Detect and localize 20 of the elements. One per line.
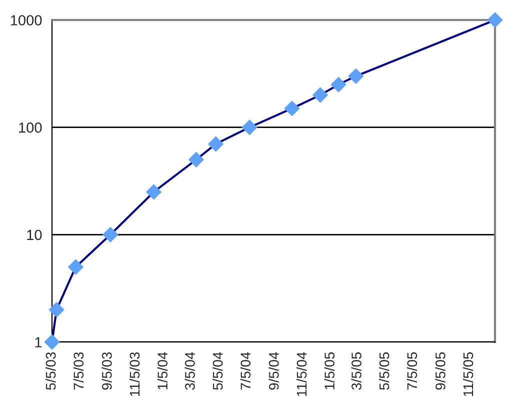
- x-tick-label: 11/5/05: [462, 352, 474, 396]
- x-tick-label: 7/5/03: [73, 352, 84, 390]
- x-tick-label: 7/5/05: [406, 352, 418, 390]
- x-tick-label: 3/5/05: [351, 352, 362, 390]
- x-tick-label: 9/5/05: [435, 352, 446, 390]
- y-tick-label: 1: [35, 337, 42, 348]
- x-tick-label: 1/5/05: [324, 352, 334, 390]
- x-tick-label: 7/5/04: [240, 352, 251, 390]
- x-tick-label: 1/5/04: [157, 352, 168, 390]
- y-tick-label: 10: [27, 230, 42, 240]
- x-tick-label: 3/5/04: [184, 352, 195, 390]
- x-tick-label: 9/5/04: [268, 352, 279, 390]
- x-tick-label: 5/5/05: [379, 352, 390, 390]
- x-tick-label: 11/5/03: [129, 352, 140, 396]
- y-tick-label: 1000: [10, 15, 42, 26]
- x-tick-label: 9/5/03: [102, 352, 112, 390]
- y-tick-label: 100: [19, 122, 42, 133]
- x-tick-label: 5/5/03: [46, 352, 56, 390]
- x-tick-label: 11/5/04: [296, 352, 307, 396]
- x-tick-label: 5/5/04: [212, 352, 223, 390]
